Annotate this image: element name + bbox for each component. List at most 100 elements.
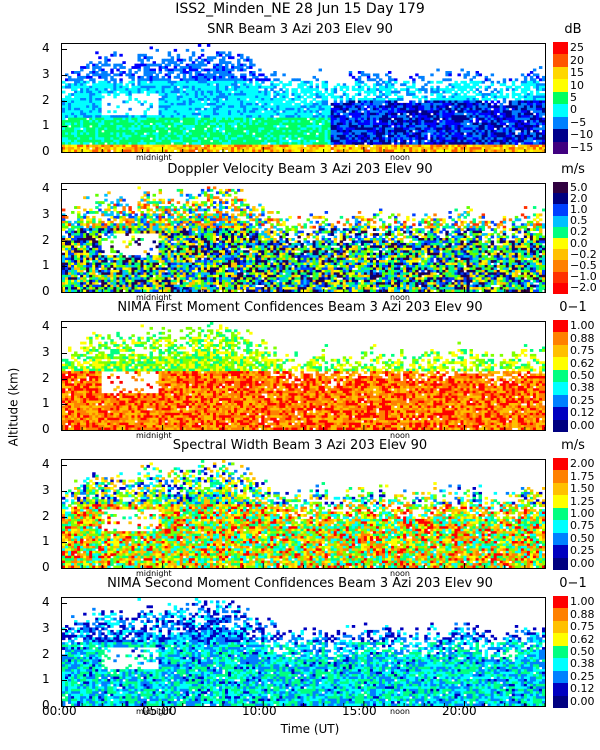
heatmap-cell bbox=[541, 83, 546, 87]
heatmap-cell bbox=[95, 110, 99, 114]
heatmap-cell bbox=[460, 98, 464, 101]
heatmap-cell bbox=[252, 107, 256, 111]
heatmap-cell bbox=[122, 127, 126, 131]
heatmap-cell bbox=[481, 147, 486, 150]
heatmap-cell bbox=[535, 73, 540, 77]
heatmap-cell bbox=[185, 85, 190, 89]
heatmap-cell bbox=[173, 139, 178, 143]
heatmap-cell bbox=[194, 93, 199, 96]
heatmap-cell bbox=[297, 115, 301, 119]
heatmap-cell bbox=[119, 129, 123, 133]
heatmap-cell bbox=[357, 125, 362, 128]
heatmap-cell bbox=[176, 100, 181, 104]
heatmap-cell bbox=[237, 66, 241, 69]
heatmap-cell bbox=[92, 78, 96, 82]
heatmap-cell bbox=[345, 134, 350, 138]
heatmap-cell bbox=[475, 137, 479, 141]
heatmap-cell bbox=[378, 127, 383, 131]
heatmap-cell bbox=[71, 235, 75, 239]
heatmap-cell bbox=[493, 98, 498, 101]
heatmap-cell bbox=[158, 110, 163, 114]
heatmap-cell bbox=[493, 137, 498, 141]
heatmap-cell bbox=[113, 78, 117, 82]
heatmap-cell bbox=[191, 149, 196, 153]
heatmap-cell bbox=[158, 83, 163, 87]
heatmap-cell bbox=[179, 93, 184, 96]
heatmap-cell bbox=[400, 112, 404, 116]
heatmap-cell bbox=[529, 75, 534, 79]
heatmap-cell bbox=[95, 85, 99, 89]
heatmap-cell bbox=[176, 80, 181, 84]
heatmap-cell bbox=[484, 144, 489, 148]
heatmap-cell bbox=[369, 110, 374, 114]
heatmap-cell bbox=[454, 102, 458, 106]
heatmap-cell bbox=[366, 117, 371, 121]
heatmap-cell bbox=[92, 102, 96, 106]
heatmap-cell bbox=[451, 83, 455, 87]
heatmap-cell bbox=[439, 112, 443, 116]
heatmap-cell bbox=[523, 142, 528, 146]
heatmap-cell bbox=[209, 129, 214, 133]
heatmap-cell bbox=[330, 107, 335, 111]
heatmap-cell bbox=[463, 95, 467, 99]
heatmap-cell bbox=[119, 83, 123, 87]
heatmap-cell bbox=[496, 105, 501, 109]
heatmap-cell bbox=[315, 88, 319, 92]
heatmap-cell bbox=[330, 137, 335, 141]
heatmap-cell bbox=[92, 90, 96, 94]
heatmap-cell bbox=[101, 80, 105, 84]
heatmap-cell bbox=[442, 98, 446, 101]
heatmap-cell bbox=[424, 120, 428, 123]
heatmap-cell bbox=[206, 144, 211, 148]
heatmap-cell bbox=[68, 107, 72, 111]
heatmap-cell bbox=[535, 142, 540, 146]
heatmap-cell bbox=[351, 98, 356, 101]
heatmap-cell bbox=[321, 115, 326, 119]
heatmap-cell bbox=[182, 112, 187, 116]
heatmap-cell bbox=[221, 88, 226, 92]
heatmap-cell bbox=[188, 144, 193, 148]
heatmap-cell bbox=[86, 115, 90, 119]
heatmap-cell bbox=[490, 73, 495, 77]
heatmap-cell bbox=[538, 88, 543, 92]
heatmap-cell bbox=[89, 250, 93, 254]
heatmap-cell bbox=[318, 120, 323, 123]
heatmap-cell bbox=[451, 144, 455, 148]
heatmap-cell bbox=[104, 139, 108, 143]
heatmap-cell bbox=[318, 68, 323, 72]
heatmap-cell bbox=[366, 110, 371, 114]
heatmap-cell bbox=[107, 262, 111, 266]
heatmap-cell bbox=[273, 149, 277, 153]
heatmap-cell bbox=[303, 110, 307, 114]
heatmap-cell bbox=[101, 255, 105, 259]
heatmap-cell bbox=[62, 134, 66, 138]
heatmap-cell bbox=[315, 129, 319, 133]
heatmap-cell bbox=[98, 262, 102, 266]
heatmap-cell bbox=[170, 122, 175, 126]
heatmap-cell bbox=[206, 115, 211, 119]
heatmap-cell bbox=[74, 95, 78, 99]
heatmap-cell bbox=[463, 100, 467, 104]
heatmap-cell bbox=[415, 122, 419, 126]
heatmap-cell bbox=[306, 127, 310, 131]
heatmap-cell bbox=[188, 78, 193, 82]
heatmap-cell bbox=[397, 95, 401, 99]
heatmap-cell bbox=[375, 137, 380, 141]
heatmap-cell bbox=[237, 149, 241, 153]
heatmap-cell bbox=[457, 100, 461, 104]
heatmap-cell bbox=[92, 284, 96, 288]
heatmap-cell bbox=[472, 112, 476, 116]
heatmap-cell bbox=[264, 125, 268, 128]
heatmap-cell bbox=[188, 120, 193, 123]
heatmap-cell bbox=[74, 102, 78, 106]
heatmap-cell bbox=[451, 102, 455, 106]
heatmap-cell bbox=[89, 211, 93, 214]
heatmap-cell bbox=[478, 149, 483, 153]
heatmap-cell bbox=[191, 112, 196, 116]
heatmap-cell bbox=[445, 112, 449, 116]
heatmap-cell bbox=[493, 115, 498, 119]
heatmap-cell bbox=[333, 142, 338, 146]
heatmap-cell bbox=[466, 71, 470, 74]
heatmap-cell bbox=[131, 73, 135, 77]
heatmap-cell bbox=[92, 129, 96, 133]
